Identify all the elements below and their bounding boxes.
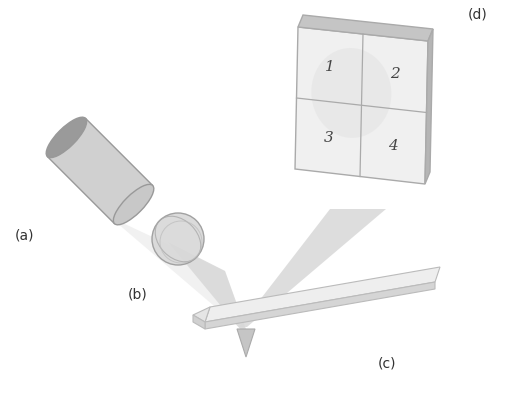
Ellipse shape <box>152 214 204 266</box>
Text: 2: 2 <box>390 67 400 81</box>
Text: (c): (c) <box>378 356 397 370</box>
Polygon shape <box>298 16 433 42</box>
Ellipse shape <box>311 49 391 139</box>
Text: 1: 1 <box>325 60 335 74</box>
Polygon shape <box>168 242 246 329</box>
Polygon shape <box>110 218 245 329</box>
Polygon shape <box>47 119 152 224</box>
Ellipse shape <box>46 118 87 158</box>
Polygon shape <box>193 307 210 322</box>
Ellipse shape <box>113 185 154 225</box>
Polygon shape <box>239 209 386 327</box>
Text: 3: 3 <box>323 131 333 145</box>
Text: 4: 4 <box>388 138 398 152</box>
Polygon shape <box>295 28 428 185</box>
Polygon shape <box>237 329 255 357</box>
Text: (d): (d) <box>468 7 488 21</box>
Polygon shape <box>193 315 205 329</box>
Polygon shape <box>205 267 440 322</box>
Text: (a): (a) <box>15 228 35 242</box>
Polygon shape <box>425 30 433 185</box>
Text: (b): (b) <box>128 286 148 300</box>
Polygon shape <box>205 282 435 329</box>
